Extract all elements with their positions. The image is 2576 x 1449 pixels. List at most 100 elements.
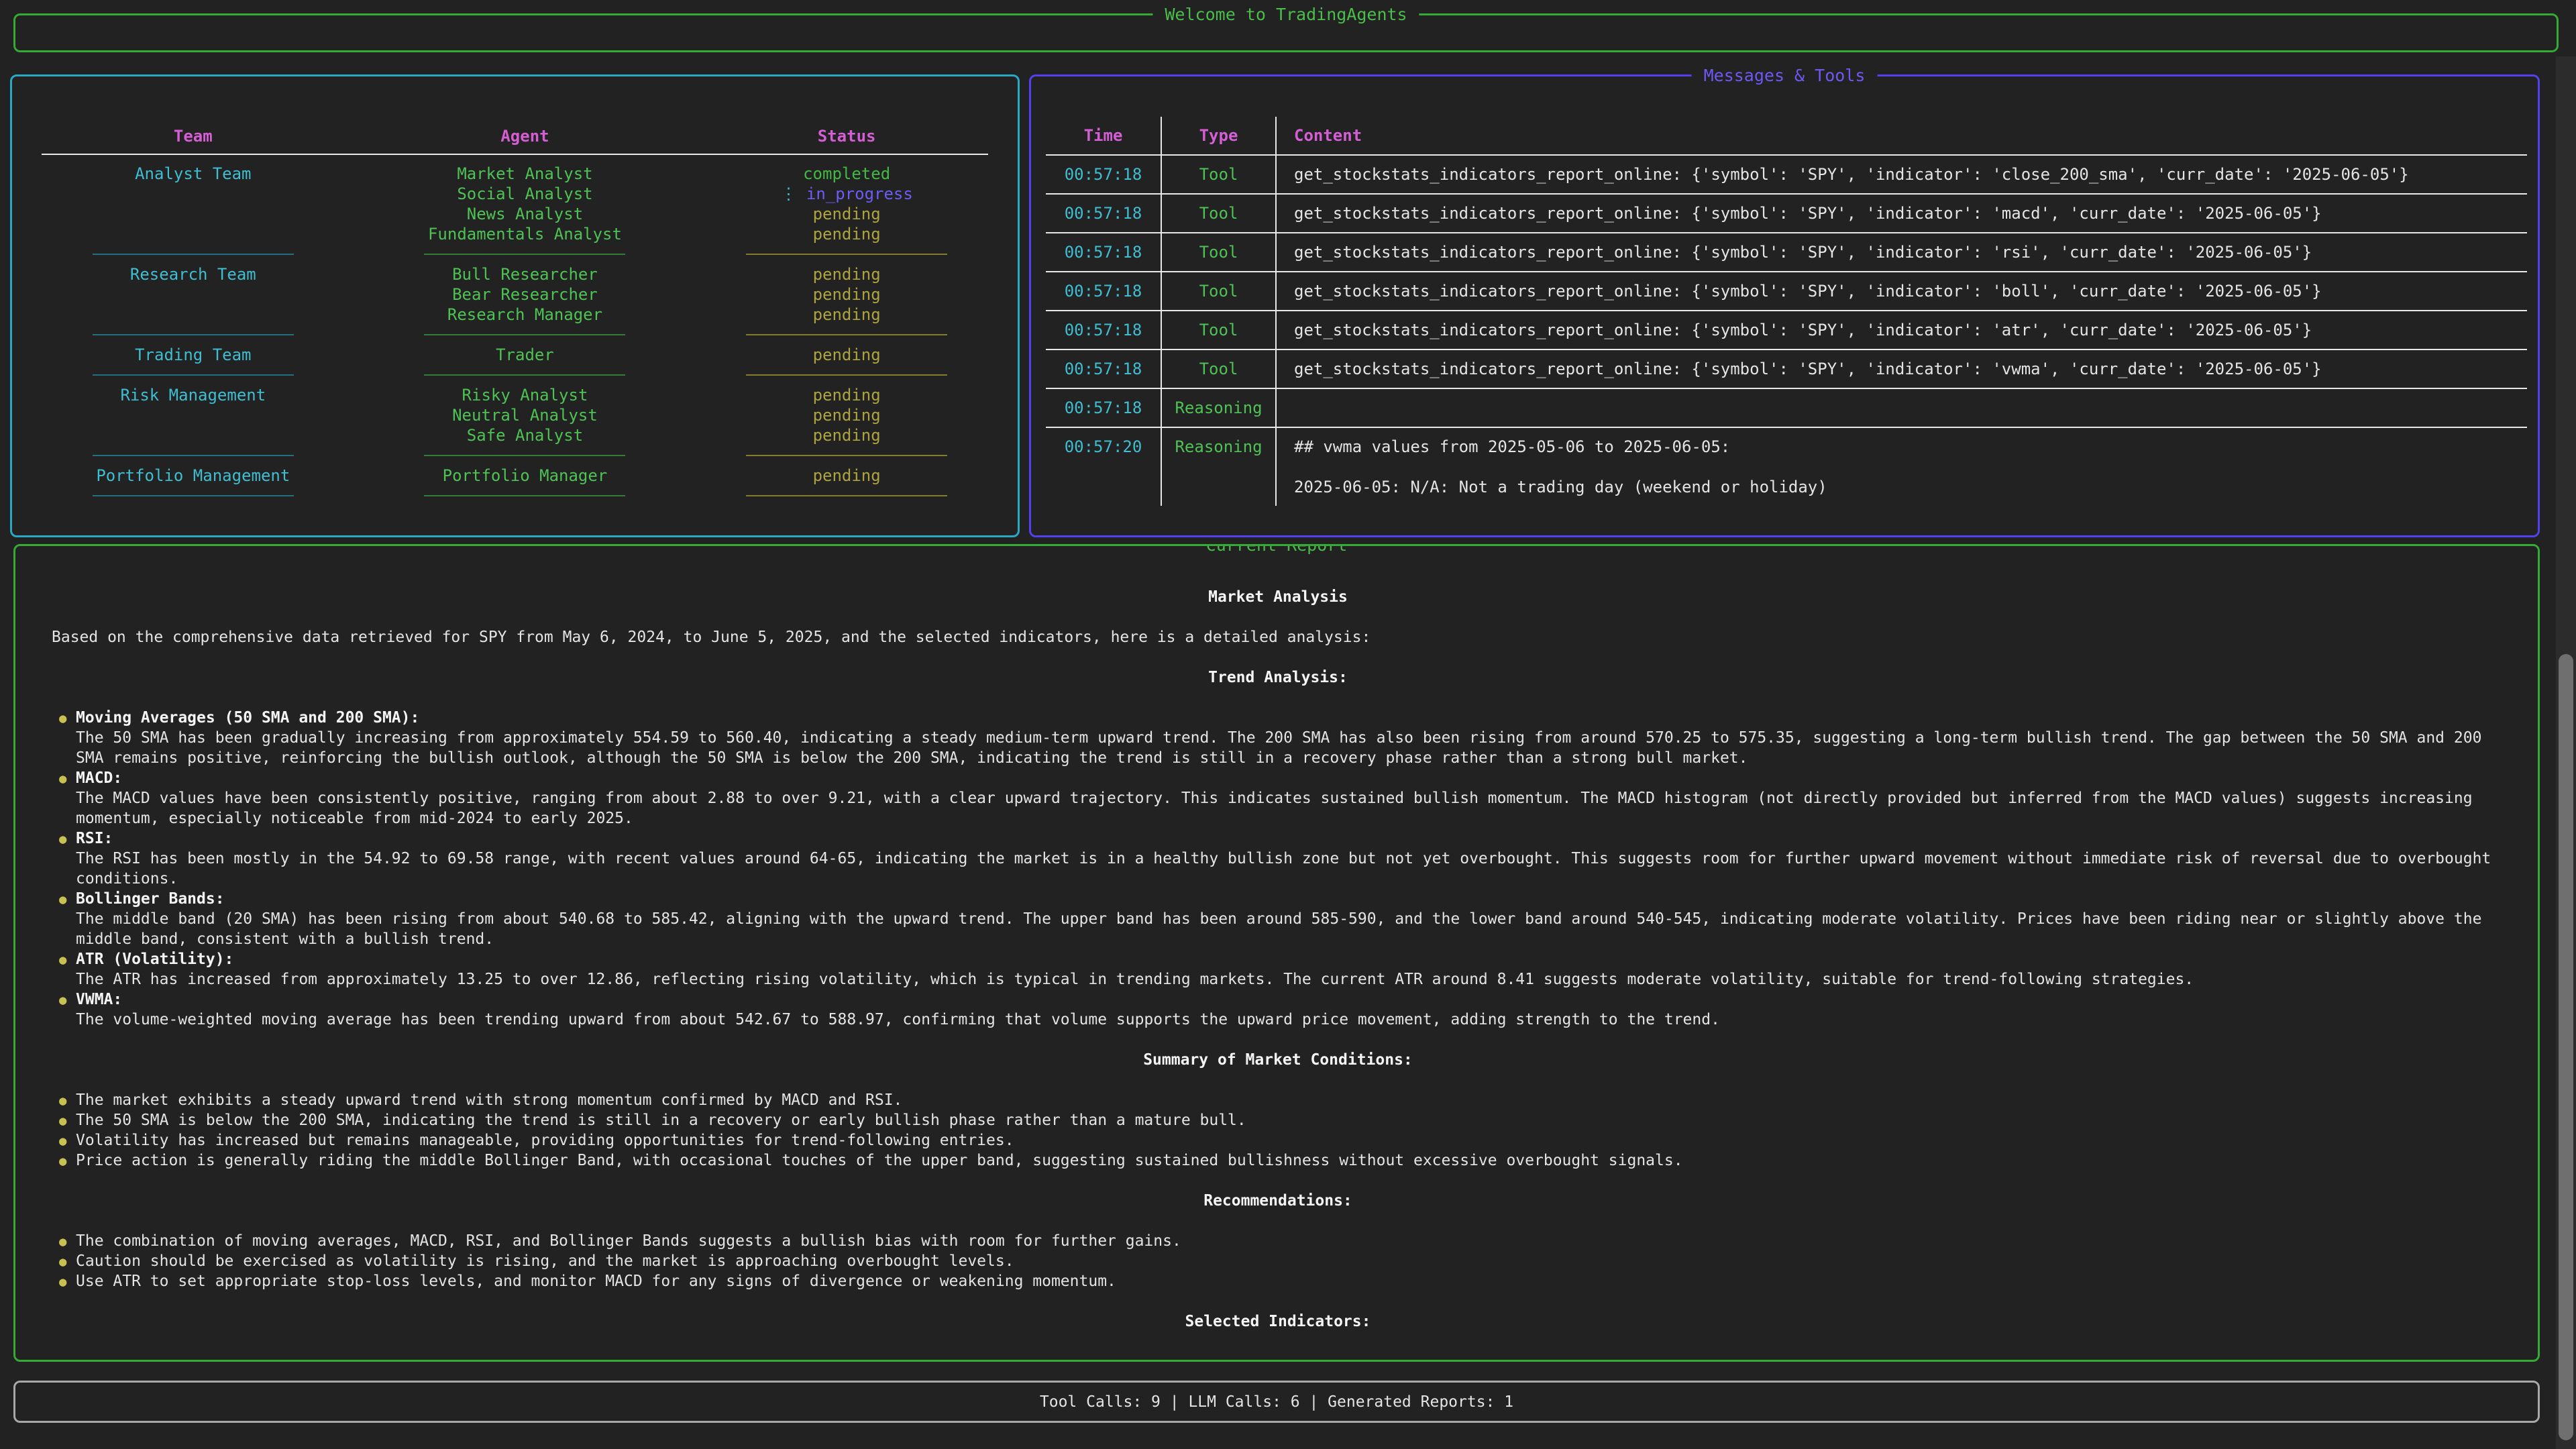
report-bullet-item: ● VWMA: The volume-weighted moving average… — [59, 989, 2504, 1030]
team-cell — [12, 204, 374, 224]
progress-group-separator — [12, 365, 1018, 385]
message-row: 00:57:18 Tool get_stockstats_indicators_re… — [1046, 272, 2527, 311]
bullet-icon: ● — [59, 711, 67, 726]
bullet-text: The 50 SMA is below the 200 SMA, indicat… — [76, 1112, 1246, 1129]
agent-cell: News Analyst — [466, 205, 584, 223]
report-bullet-item: ● Volatility has increased but remains ma… — [59, 1130, 2504, 1150]
separator-line — [424, 254, 626, 255]
team-cell: Analyst Team — [135, 164, 252, 183]
separator-line — [92, 455, 294, 456]
progress-row: Safe Analyst pending — [12, 425, 1018, 445]
report-main-heading: Market Analysis — [1208, 588, 1348, 606]
report-section-heading: Recommendations: — [1203, 1192, 1352, 1210]
team-cell: Trading Team — [135, 345, 252, 364]
column-header-content: Content — [1294, 126, 1362, 145]
bullet-text: The RSI has been mostly in the 54.92 to … — [76, 850, 2491, 888]
progress-table: Team Agent Status Analyst Team Market Ana… — [12, 126, 1018, 506]
progress-row: Analyst Team Market Analyst completed — [12, 164, 1018, 184]
bullet-text: Use ATR to set appropriate stop-loss lev… — [76, 1273, 1116, 1290]
content-cell: get_stockstats_indicators_report_online:… — [1294, 165, 2409, 184]
message-row: 00:57:18 Tool get_stockstats_indicators_re… — [1046, 311, 2527, 350]
progress-row: Research Manager pending — [12, 305, 1018, 325]
report-intro: Based on the comprehensive data retrieve… — [52, 629, 1371, 646]
type-cell: Tool — [1162, 233, 1277, 271]
content-cell: get_stockstats_indicators_report_online:… — [1294, 243, 2312, 262]
report-body: Market Analysis Based on the comprehensi… — [15, 546, 2538, 1332]
type-cell: Reasoning — [1162, 428, 1277, 506]
messages-tools-panel: Messages & Tools Time Type Content 00:57… — [1029, 65, 2540, 537]
messages-table-body: 00:57:18 Tool get_stockstats_indicators_re… — [1046, 156, 2527, 506]
agent-cell: Fundamentals Analyst — [427, 225, 622, 244]
progress-row: Risk Management Risky Analyst pending — [12, 385, 1018, 405]
team-cell: Risk Management — [120, 386, 266, 405]
time-cell: 00:57:18 — [1046, 195, 1162, 232]
report-bullet-list: ● The market exhibits a steady upward tre… — [52, 1090, 2504, 1171]
bullet-title: Moving Averages (50 SMA and 200 SMA): — [76, 709, 420, 727]
bullet-icon: ● — [59, 953, 67, 967]
stats-footer-panel: Tool Calls: 9 | LLM Calls: 6 | Generated… — [13, 1381, 2540, 1423]
column-header-type: Type — [1162, 117, 1277, 154]
bullet-icon: ● — [59, 1234, 67, 1249]
time-cell: 00:57:18 — [1046, 272, 1162, 310]
progress-row: Neutral Analyst pending — [12, 405, 1018, 425]
header-separator-line — [42, 154, 988, 155]
message-row: 00:57:18 Reasoning — [1046, 389, 2527, 428]
team-cell: Research Team — [129, 265, 256, 284]
content-cell: get_stockstats_indicators_report_online:… — [1294, 282, 2322, 301]
report-bullet-item: ● The 50 SMA is below the 200 SMA, indica… — [59, 1110, 2504, 1130]
bullet-text: Caution should be exercised as volatilit… — [76, 1252, 1014, 1270]
type-cell: Tool — [1162, 272, 1277, 310]
progress-row: Bear Researcher pending — [12, 284, 1018, 305]
status-cell: ⋮ in_progress — [780, 184, 913, 203]
separator-line — [746, 374, 948, 376]
agent-cell: Bear Researcher — [452, 285, 598, 304]
status-cell: pending — [812, 345, 881, 364]
bullet-text: The MACD values have been consistently p… — [76, 790, 2473, 827]
status-cell: pending — [812, 305, 881, 324]
report-sections: Trend Analysis: ● Moving Averages (50 SMA … — [52, 667, 2504, 1332]
separator-line — [746, 455, 948, 456]
report-section-heading: Summary of Market Conditions: — [1143, 1051, 1413, 1069]
report-bullet-item: ● The combination of moving averages, MAC… — [59, 1231, 2504, 1251]
report-section-heading: Selected Indicators: — [1185, 1313, 1371, 1330]
status-cell: pending — [812, 406, 881, 425]
status-cell: pending — [812, 225, 881, 244]
status-cell: pending — [812, 285, 881, 304]
bullet-text: Price action is generally riding the mid… — [76, 1152, 1683, 1169]
progress-group-separator — [12, 445, 1018, 466]
time-cell: 00:57:20 — [1046, 428, 1162, 506]
team-cell — [12, 224, 374, 244]
content-cell — [1277, 389, 2527, 427]
progress-row: Fundamentals Analyst pending — [12, 224, 1018, 244]
column-header-agent: Agent — [500, 127, 549, 146]
separator-line — [746, 254, 948, 255]
terminal-scrollbar-thumb[interactable] — [2559, 654, 2573, 1440]
messages-table-header: Time Type Content — [1046, 117, 2527, 156]
separator-line — [424, 455, 626, 456]
agent-cell: Bull Researcher — [452, 265, 598, 284]
bullet-text: The 50 SMA has been gradually increasing… — [76, 729, 2482, 767]
status-cell: completed — [803, 164, 891, 183]
bullet-text: The middle band (20 SMA) has been rising… — [76, 910, 2482, 948]
progress-group-separator — [12, 244, 1018, 264]
separator-line — [746, 334, 948, 335]
team-cell: Portfolio Management — [96, 466, 290, 485]
message-row: 00:57:18 Tool get_stockstats_indicators_re… — [1046, 195, 2527, 233]
report-bullet-item: ● The market exhibits a steady upward tre… — [59, 1090, 2504, 1110]
separator-line — [92, 334, 294, 335]
spinner-icon: ⋮ — [780, 184, 806, 203]
progress-row: Trading Team Trader pending — [12, 345, 1018, 365]
separator-line — [92, 254, 294, 255]
report-bullet-item: ● Price action is generally riding the mi… — [59, 1150, 2504, 1171]
bullet-icon: ● — [59, 892, 67, 907]
bullet-icon: ● — [59, 1275, 67, 1289]
type-cell: Tool — [1162, 350, 1277, 388]
messages-table: Time Type Content 00:57:18 Tool get_stocks… — [1046, 117, 2527, 506]
status-cell: pending — [812, 466, 881, 485]
team-cell — [12, 405, 374, 425]
type-cell: Tool — [1162, 311, 1277, 349]
report-bullet-list: ● Moving Averages (50 SMA and 200 SMA): Th… — [52, 708, 2504, 1030]
progress-panel: Team Agent Status Analyst Team Market Ana… — [10, 74, 1020, 537]
message-row: 00:57:20 Reasoning ## vwma values from 202… — [1046, 428, 2527, 506]
progress-row: Research Team Bull Researcher pending — [12, 264, 1018, 284]
